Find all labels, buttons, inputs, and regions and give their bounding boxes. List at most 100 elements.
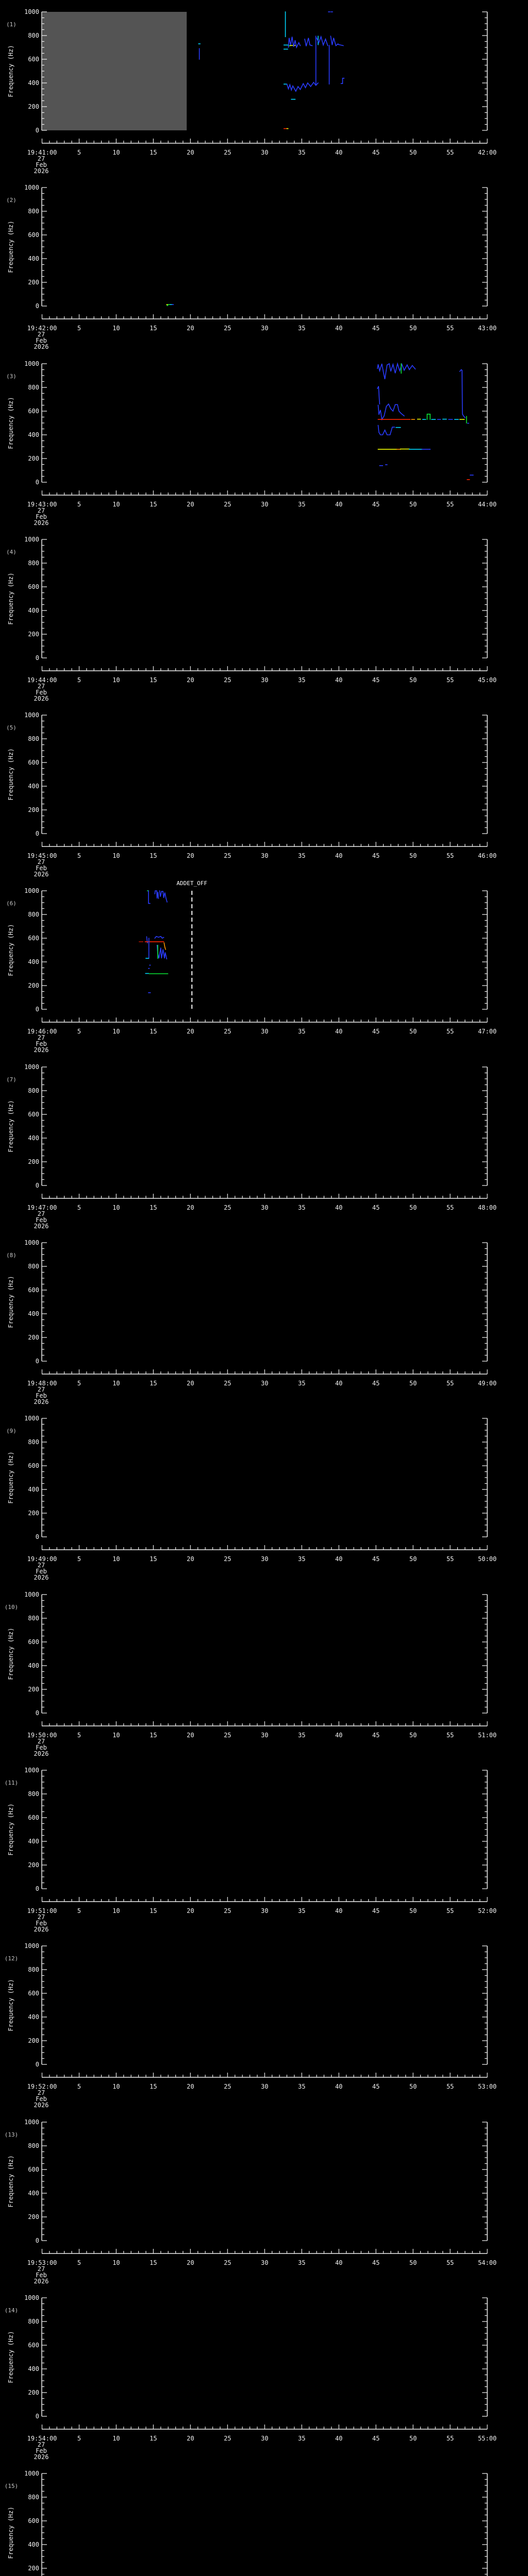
x-tick-label: 35	[298, 1555, 305, 1563]
x-tick-label: 35	[298, 149, 305, 156]
panel-index-label: (10)	[5, 1604, 19, 1611]
x-tick-label: 45	[372, 1380, 380, 1387]
x-tick-label: 35	[298, 501, 305, 508]
y-tick-label: 1000	[24, 2119, 39, 2126]
x-axis-ticks	[41, 314, 488, 319]
y-tick-label: 800	[28, 208, 39, 215]
x-tick-label: 10	[112, 1907, 120, 1914]
y-axis-title: Frequency (Hz)	[7, 1451, 14, 1503]
x-tick-label: 30	[261, 2435, 268, 2442]
date-label: Feb	[36, 1392, 47, 1399]
date-label: 2026	[34, 1926, 49, 1933]
x-tick-label: 55	[447, 676, 454, 684]
y-tick-label: 1000	[24, 360, 39, 367]
y-tick-label: 0	[36, 1709, 39, 1717]
date-label: 27	[38, 1210, 45, 1217]
y-axis-ticks	[42, 363, 487, 483]
data-gap-region	[42, 12, 187, 130]
x-tick-label: 15	[150, 1028, 157, 1035]
x-tick-label: 15	[150, 852, 157, 859]
y-tick-label: 0	[36, 2237, 39, 2244]
y-axis-ticks	[42, 1418, 487, 1537]
y-axis-title: Frequency (Hz)	[7, 2331, 14, 2383]
x-tick-label: 50	[409, 2259, 417, 2266]
y-tick-label: 1000	[24, 1415, 39, 1422]
date-label: 2026	[34, 343, 49, 350]
y-axis-lines	[41, 1418, 488, 1537]
signal-trace	[288, 37, 301, 49]
x-axis-ticks	[41, 1545, 488, 1550]
x-tick-label: 10	[112, 501, 120, 508]
x-tick-label: 10	[112, 2259, 120, 2266]
end-time-label: 51:00	[478, 1732, 497, 1739]
y-axis-lines	[41, 2298, 488, 2416]
spectrogram-panel-4: 0 200 400 600 800 1000 Frequency (Hz) 5 10 15 20 25…	[0, 528, 528, 704]
y-axis-lines	[41, 2122, 488, 2241]
date-label: 27	[38, 1738, 45, 1745]
x-tick-label: 10	[112, 2083, 120, 2090]
x-tick-label: 40	[335, 1204, 342, 1211]
y-axis-title: Frequency (Hz)	[7, 572, 14, 624]
x-axis-ticks	[41, 1194, 488, 1198]
y-tick-label: 600	[28, 2166, 39, 2173]
x-axis-ticks	[41, 1721, 488, 1726]
y-tick-label: 600	[28, 1990, 39, 1997]
y-tick-label: 400	[28, 2365, 39, 2372]
y-tick-label: 200	[28, 279, 39, 286]
signal-trace	[377, 403, 405, 421]
date-label: 2026	[34, 1574, 49, 1581]
x-tick-label: 45	[372, 2435, 380, 2442]
x-tick-label: 40	[335, 1732, 342, 1739]
x-tick-label: 10	[112, 852, 120, 859]
x-tick-label: 40	[335, 852, 342, 859]
x-tick-label: 30	[261, 501, 268, 508]
signal-trace	[154, 890, 159, 899]
x-tick-label: 25	[224, 676, 231, 684]
x-tick-label: 10	[112, 2435, 120, 2442]
x-tick-label: 35	[298, 2259, 305, 2266]
x-tick-label: 30	[261, 2083, 268, 2090]
x-tick-label: 35	[298, 325, 305, 332]
date-label: 2026	[34, 2102, 49, 2109]
start-time-label: 19:52:00	[27, 2083, 57, 2090]
x-tick-label: 30	[261, 852, 268, 859]
date-label: Feb	[36, 1216, 47, 1224]
date-label: 2026	[34, 871, 49, 878]
y-axis-lines	[41, 1946, 488, 2064]
x-tick-label: 50	[409, 1732, 417, 1739]
y-tick-label: 200	[28, 2037, 39, 2044]
y-axis-lines	[41, 715, 488, 834]
x-tick-label: 50	[409, 852, 417, 859]
y-axis-ticks	[42, 1770, 487, 1889]
y-tick-label: 0	[36, 2061, 39, 2068]
x-tick-label: 50	[409, 2435, 417, 2442]
y-axis-title: Frequency (Hz)	[7, 1628, 14, 1680]
start-time-label: 19:47:00	[27, 1204, 57, 1211]
x-tick-label: 15	[150, 1555, 157, 1563]
x-tick-label: 55	[447, 1028, 454, 1035]
x-tick-label: 15	[150, 325, 157, 332]
y-axis-title: Frequency (Hz)	[7, 1100, 14, 1152]
signal-trace	[286, 81, 319, 92]
start-time-label: 19:42:00	[27, 325, 57, 332]
panel-index-label: (6)	[6, 900, 16, 907]
y-tick-label: 400	[28, 255, 39, 262]
x-tick-label: 5	[77, 1204, 81, 1211]
panel-index-label: (13)	[5, 2131, 19, 2138]
date-label: 2026	[34, 519, 49, 527]
y-tick-label: 400	[28, 2190, 39, 2197]
y-axis-title: Frequency (Hz)	[7, 1979, 14, 2031]
x-tick-label: 25	[224, 2259, 231, 2266]
end-time-label: 46:00	[478, 852, 497, 859]
y-axis-ticks	[42, 2122, 487, 2241]
y-tick-label: 400	[28, 1310, 39, 1317]
x-tick-label: 50	[409, 676, 417, 684]
x-tick-label: 50	[409, 1907, 417, 1914]
x-tick-label: 45	[372, 1204, 380, 1211]
panel-canvas: 0 200 400 600 800 1000 Frequency (Hz) 5 10 15 20 25…	[5, 2119, 497, 2285]
spectrogram-panel-3: 0 200 400 600 800 1000 Frequency (Hz) 5 10 15 20 25…	[0, 352, 528, 528]
y-axis-ticks	[42, 11, 487, 131]
y-axis-title: Frequency (Hz)	[7, 748, 14, 800]
date-label: 27	[38, 2441, 45, 2448]
y-axis-lines	[41, 539, 488, 658]
